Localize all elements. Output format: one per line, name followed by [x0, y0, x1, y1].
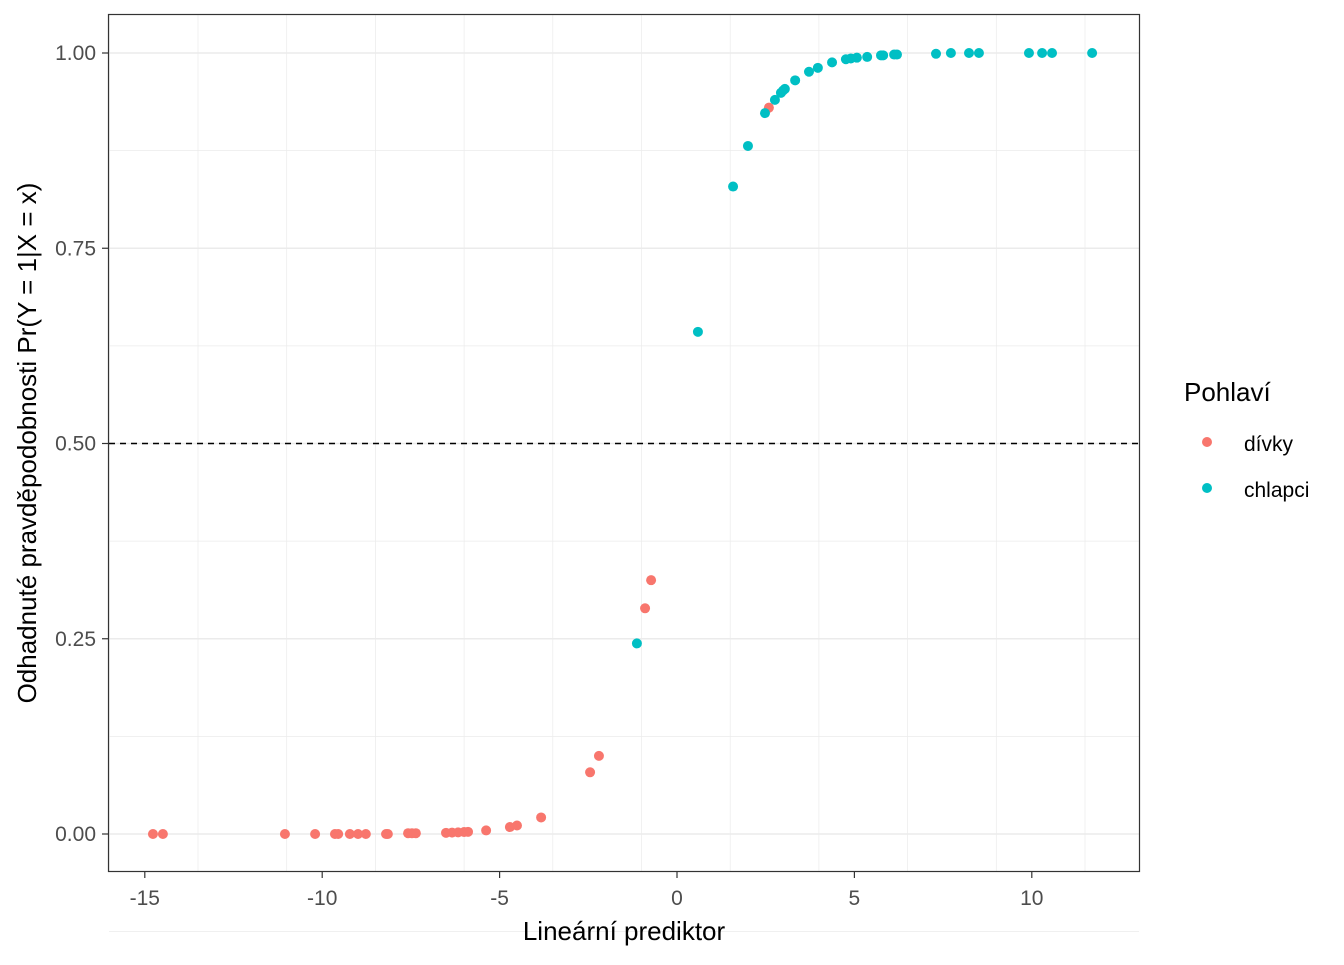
x-tick-label: -10 — [307, 887, 337, 910]
point-chlapci — [964, 48, 975, 58]
point-chlapci — [945, 48, 956, 58]
grid — [108, 15, 1139, 932]
point-chlapci — [827, 57, 838, 68]
point-chlapci — [779, 83, 790, 94]
point-chlapci — [769, 94, 780, 105]
point-divky — [157, 829, 168, 839]
point-chlapci — [1087, 48, 1098, 58]
point-divky — [333, 829, 344, 839]
point-chlapci — [742, 140, 753, 151]
data-points — [147, 48, 1098, 839]
point-chlapci — [692, 326, 703, 337]
x-tick-label: -15 — [130, 887, 160, 910]
legend: Pohlaví dívky chlapci — [1184, 377, 1309, 502]
y-tick-label: 1.00 — [55, 42, 96, 65]
point-divky — [410, 828, 421, 839]
point-divky — [147, 829, 158, 839]
legend-key-chlapci — [1202, 483, 1212, 493]
point-chlapci — [812, 62, 823, 73]
point-divky — [640, 603, 651, 614]
x-tick-label: 5 — [849, 887, 861, 910]
y-axis-label: Odhadnuté pravděpodobnosti Pr(Y = 1|X = … — [12, 183, 42, 704]
point-divky — [279, 829, 290, 839]
point-divky — [360, 829, 371, 839]
point-chlapci — [931, 48, 942, 59]
point-divky — [344, 829, 355, 839]
point-divky — [536, 812, 547, 823]
point-divky — [310, 829, 321, 839]
point-chlapci — [803, 66, 814, 77]
point-divky — [646, 575, 657, 586]
point-divky — [382, 829, 393, 839]
y-tick-label: 0.00 — [55, 823, 96, 846]
point-chlapci — [790, 75, 801, 86]
point-divky — [585, 767, 596, 778]
point-divky — [511, 820, 522, 831]
point-chlapci — [759, 108, 770, 119]
point-divky — [353, 829, 364, 839]
point-divky — [481, 825, 492, 836]
point-chlapci — [891, 49, 902, 60]
point-chlapci — [728, 181, 739, 192]
point-chlapci — [1037, 48, 1048, 58]
y-tick-label: 0.75 — [55, 237, 96, 260]
point-chlapci — [1023, 48, 1034, 58]
y-tick-label: 0.25 — [55, 628, 96, 651]
point-chlapci — [1047, 48, 1058, 58]
legend-label-divky: dívky — [1244, 433, 1294, 456]
legend-label-chlapci: chlapci — [1244, 479, 1309, 502]
point-chlapci — [631, 638, 642, 649]
x-axis-label: Lineární prediktor — [523, 916, 726, 946]
x-tick-label: 10 — [1020, 887, 1043, 910]
point-chlapci — [973, 48, 984, 58]
point-chlapci — [851, 52, 862, 63]
y-axis: 0.00 0.25 0.50 0.75 1.00 — [55, 42, 108, 846]
x-tick-label: 0 — [671, 887, 683, 910]
point-divky — [463, 826, 474, 837]
y-tick-label: 0.50 — [55, 433, 96, 456]
legend-key-divky — [1202, 437, 1212, 447]
x-axis: -15 -10 -5 0 5 10 — [130, 872, 1043, 910]
point-chlapci — [878, 50, 889, 61]
point-chlapci — [862, 51, 873, 62]
plot-panel-border — [107, 13, 1141, 873]
legend-title: Pohlaví — [1184, 377, 1271, 407]
x-tick-label: -5 — [490, 887, 509, 910]
point-divky — [593, 750, 604, 761]
